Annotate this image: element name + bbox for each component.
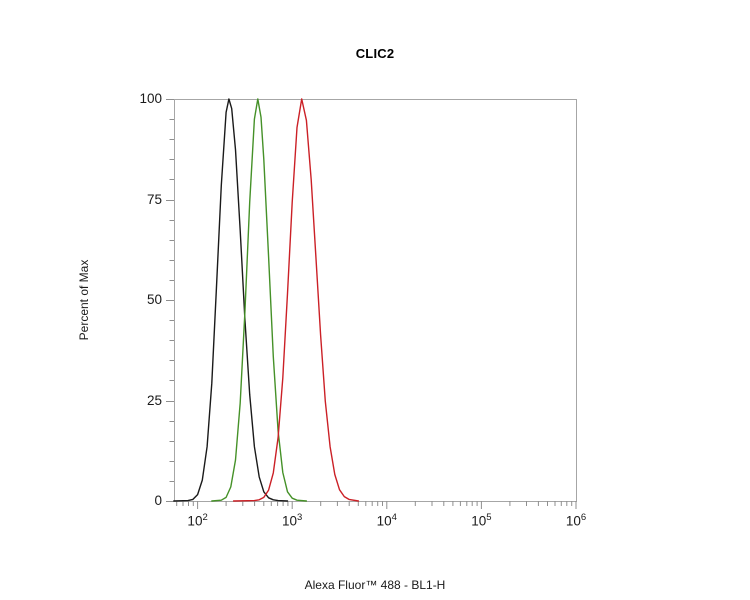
chart-title: CLIC2	[355, 46, 395, 61]
y-axis-label: Percent of Max	[77, 259, 91, 341]
y-tick-label-100: 100	[139, 91, 162, 106]
y-tick-label-25: 25	[146, 392, 162, 408]
y-tick-label-50: 50	[146, 292, 162, 307]
x-axis-label: Alexa Fluor™ 488 - BL1-H	[304, 578, 446, 592]
x-tick-label-1e6: 106	[565, 512, 587, 529]
minor-ticks	[169, 119, 573, 506]
x-tick-label-1e3: 103	[282, 512, 303, 529]
y-tick-label-0: 0	[154, 493, 162, 508]
histogram-curve-red	[232, 98, 360, 502]
x-tick-label-1e2: 102	[187, 512, 208, 529]
x-tick-label-1e4: 104	[376, 512, 397, 529]
histogram-curve-green	[211, 98, 308, 502]
major-ticks	[166, 99, 577, 509]
x-tick-label-1e5: 105	[471, 512, 492, 529]
plot-frame	[174, 99, 577, 502]
y-tick-label-75: 75	[146, 191, 162, 207]
